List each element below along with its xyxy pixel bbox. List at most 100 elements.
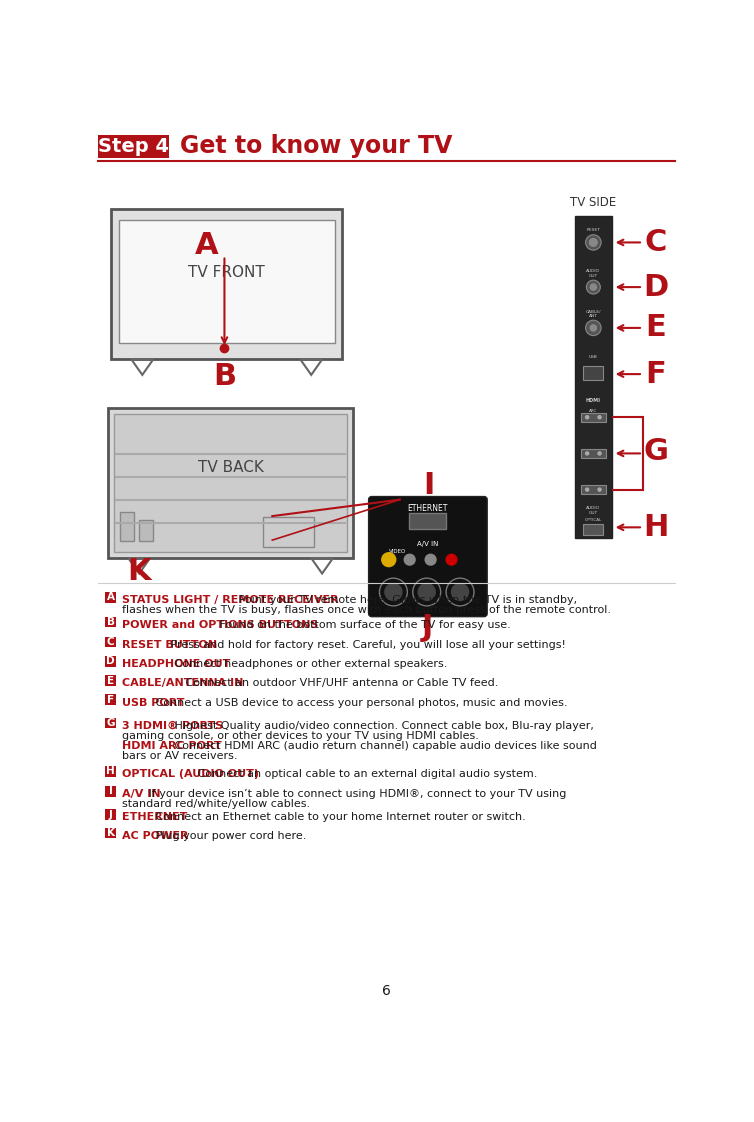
Text: H: H	[106, 766, 115, 776]
Text: I: I	[424, 471, 435, 500]
Bar	[584, 367, 603, 380]
Bar	[105, 718, 116, 728]
Bar	[105, 787, 116, 797]
Text: C: C	[645, 228, 667, 257]
Bar	[105, 809, 116, 820]
Text: POWER and OPTIONS BUTTONS: POWER and OPTIONS BUTTONS	[122, 619, 318, 629]
Bar	[575, 217, 612, 539]
Circle shape	[598, 452, 601, 454]
Text: J: J	[109, 810, 112, 819]
Circle shape	[385, 583, 402, 600]
Text: Connect an Ethernet cable to your home Internet router or switch.: Connect an Ethernet cable to your home I…	[152, 812, 526, 822]
Text: K: K	[106, 828, 115, 838]
Circle shape	[586, 320, 601, 335]
Bar	[105, 695, 116, 706]
Text: Press and hold for factory reset. Careful, you will lose all your settings!: Press and hold for factory reset. Carefu…	[167, 640, 566, 650]
Bar	[119, 220, 335, 342]
Text: ETHERNET: ETHERNET	[122, 812, 188, 822]
Text: A: A	[106, 592, 115, 603]
Bar	[263, 517, 314, 546]
Bar	[98, 135, 170, 158]
Circle shape	[590, 284, 596, 291]
Circle shape	[587, 280, 600, 294]
Text: TV FRONT: TV FRONT	[188, 266, 265, 280]
Text: Point your TV remote here. Glows when the TV is in standby,: Point your TV remote here. Glows when th…	[235, 595, 577, 605]
Text: Highest Quality audio/video connection. Connect cable box, Blu-ray player,: Highest Quality audio/video connection. …	[171, 720, 594, 730]
Circle shape	[590, 325, 596, 331]
Bar	[105, 592, 116, 603]
FancyBboxPatch shape	[369, 497, 487, 617]
Bar	[115, 414, 347, 552]
Text: HEADPHONE OUT: HEADPHONE OUT	[122, 659, 231, 669]
Text: 6: 6	[382, 984, 391, 997]
Text: flashes when the TV is busy, flashes once with each button press of the remote c: flashes when the TV is busy, flashes onc…	[122, 605, 611, 615]
Text: RESET BUTTON: RESET BUTTON	[122, 640, 217, 650]
Text: If your device isn’t able to connect using HDMI®, connect to your TV using: If your device isn’t able to connect usi…	[145, 789, 566, 799]
Bar	[581, 485, 605, 494]
Circle shape	[590, 239, 597, 247]
Text: AUDIO
OUT: AUDIO OUT	[587, 506, 600, 515]
Bar	[105, 828, 116, 838]
Text: Connect headphones or other external speakers.: Connect headphones or other external spe…	[171, 659, 447, 669]
Text: CABLE/
ANT: CABLE/ ANT	[586, 310, 601, 319]
Text: ARC: ARC	[589, 410, 597, 413]
Circle shape	[382, 553, 396, 567]
Text: standard red/white/yellow cables.: standard red/white/yellow cables.	[122, 799, 311, 809]
Bar	[581, 449, 605, 458]
Text: A: A	[195, 231, 219, 260]
Text: C: C	[107, 637, 115, 647]
Text: OPTICAL (AUDIO OUT): OPTICAL (AUDIO OUT)	[122, 769, 259, 779]
Text: F: F	[645, 360, 667, 388]
Bar	[105, 636, 116, 647]
Text: CABLE/ANTENNA IN: CABLE/ANTENNA IN	[122, 679, 244, 688]
Text: E: E	[107, 675, 114, 686]
Text: B: B	[106, 617, 115, 627]
Bar	[105, 617, 116, 627]
Circle shape	[404, 554, 415, 565]
Text: Get to know your TV: Get to know your TV	[179, 135, 452, 158]
Circle shape	[418, 583, 435, 600]
Text: D: D	[643, 273, 669, 302]
Text: F: F	[107, 695, 114, 705]
Circle shape	[452, 583, 468, 600]
Circle shape	[446, 554, 457, 565]
Text: Connect an outdoor VHF/UHF antenna or Cable TV feed.: Connect an outdoor VHF/UHF antenna or Ca…	[182, 679, 498, 688]
Bar	[105, 656, 116, 666]
Text: E: E	[645, 313, 667, 342]
Text: gaming console, or other devices to your TV using HDMI cables.: gaming console, or other devices to your…	[122, 730, 479, 741]
Text: AC POWER: AC POWER	[122, 830, 188, 840]
Bar	[139, 519, 153, 541]
Bar	[112, 210, 342, 359]
Text: 3 HDMI® PORTS: 3 HDMI® PORTS	[122, 720, 223, 730]
Text: TV SIDE: TV SIDE	[570, 196, 617, 209]
Circle shape	[598, 488, 601, 491]
Text: USB PORT: USB PORT	[122, 698, 185, 708]
Text: A/V IN: A/V IN	[417, 541, 439, 546]
Text: Connect an optical cable to an external digital audio system.: Connect an optical cable to an external …	[194, 769, 537, 779]
Bar	[581, 413, 605, 422]
Bar	[409, 514, 446, 528]
Text: OPTICAL: OPTICAL	[584, 517, 602, 522]
Text: H: H	[643, 513, 669, 542]
Text: RESET: RESET	[587, 228, 600, 232]
Text: bars or AV receivers.: bars or AV receivers.	[122, 751, 238, 761]
Text: TV BACK: TV BACK	[198, 460, 264, 475]
Circle shape	[425, 554, 436, 565]
Text: ETHERNET: ETHERNET	[408, 505, 448, 514]
Text: D: D	[106, 656, 115, 666]
Bar	[105, 766, 116, 776]
Bar	[105, 675, 116, 686]
Text: HDMI ARC PORT: HDMI ARC PORT	[122, 741, 222, 751]
Text: Plug your power cord here.: Plug your power cord here.	[152, 830, 307, 840]
Circle shape	[586, 415, 589, 419]
Text: USB: USB	[589, 356, 598, 359]
Text: I: I	[109, 787, 112, 797]
Circle shape	[586, 488, 589, 491]
Text: A/V IN: A/V IN	[122, 789, 161, 799]
Bar	[120, 512, 133, 541]
Text: Connect a USB device to access your personal photos, music and movies.: Connect a USB device to access your pers…	[152, 698, 568, 708]
Bar	[584, 524, 603, 535]
Text: G: G	[106, 718, 115, 728]
Text: G: G	[644, 436, 669, 466]
Bar	[109, 408, 353, 558]
